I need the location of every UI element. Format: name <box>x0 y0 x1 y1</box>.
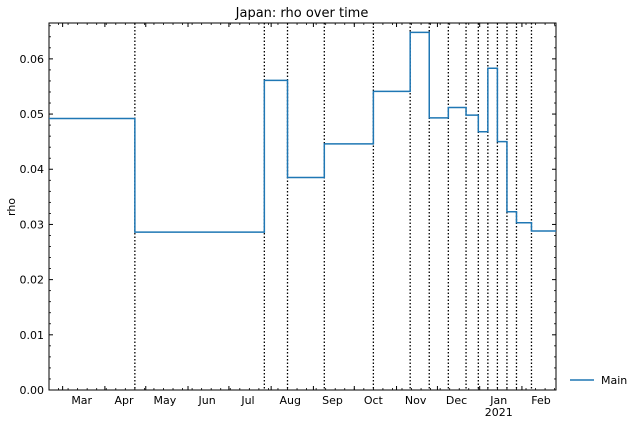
series-line-0 <box>49 31 556 233</box>
y-tick-label-3: 0.03 <box>20 218 45 231</box>
event-lines <box>134 23 533 390</box>
plot-area <box>48 22 557 391</box>
x-tick-label-11: Feb <box>531 394 550 407</box>
y-tick-label-2: 0.02 <box>20 274 45 287</box>
y-ticks: 0.00 0.01 0.02 0.03 0.04 0.05 0.06 <box>20 25 556 397</box>
x-tick-label-0: Mar <box>71 394 92 407</box>
x-tick-label-7: Oct <box>364 394 384 407</box>
legend: Main <box>570 374 627 387</box>
x-tick-label-3: Jun <box>198 394 216 407</box>
y-tick-label-4: 0.04 <box>20 163 45 176</box>
y-tick-label-5: 0.05 <box>20 108 45 121</box>
y-tick-label-6: 0.06 <box>20 53 45 66</box>
x-tick-label-9: Dec <box>446 394 467 407</box>
chart-title: Japan: rho over time <box>235 6 369 21</box>
y-axis-label: rho <box>5 198 18 216</box>
x-tick-label-6: Sep <box>322 394 343 407</box>
x-ticks: Mar Apr May Jun Jul Aug Sep Oct Nov Dec Jan Feb 2021 <box>48 23 556 419</box>
x-tick-label-2: May <box>153 394 176 407</box>
x-year-label: 2021 <box>485 406 513 419</box>
y-tick-label-0: 0.00 <box>20 384 45 397</box>
y-tick-label-1: 0.01 <box>20 329 45 342</box>
x-tick-label-10: Jan <box>489 394 507 407</box>
x-tick-label-8: Nov <box>405 394 427 407</box>
x-tick-label-1: Apr <box>114 394 134 407</box>
series-layer <box>49 31 556 233</box>
x-tick-label-5: Aug <box>279 394 300 407</box>
x-tick-label-4: Jul <box>240 394 254 407</box>
legend-label-main: Main <box>601 374 627 387</box>
